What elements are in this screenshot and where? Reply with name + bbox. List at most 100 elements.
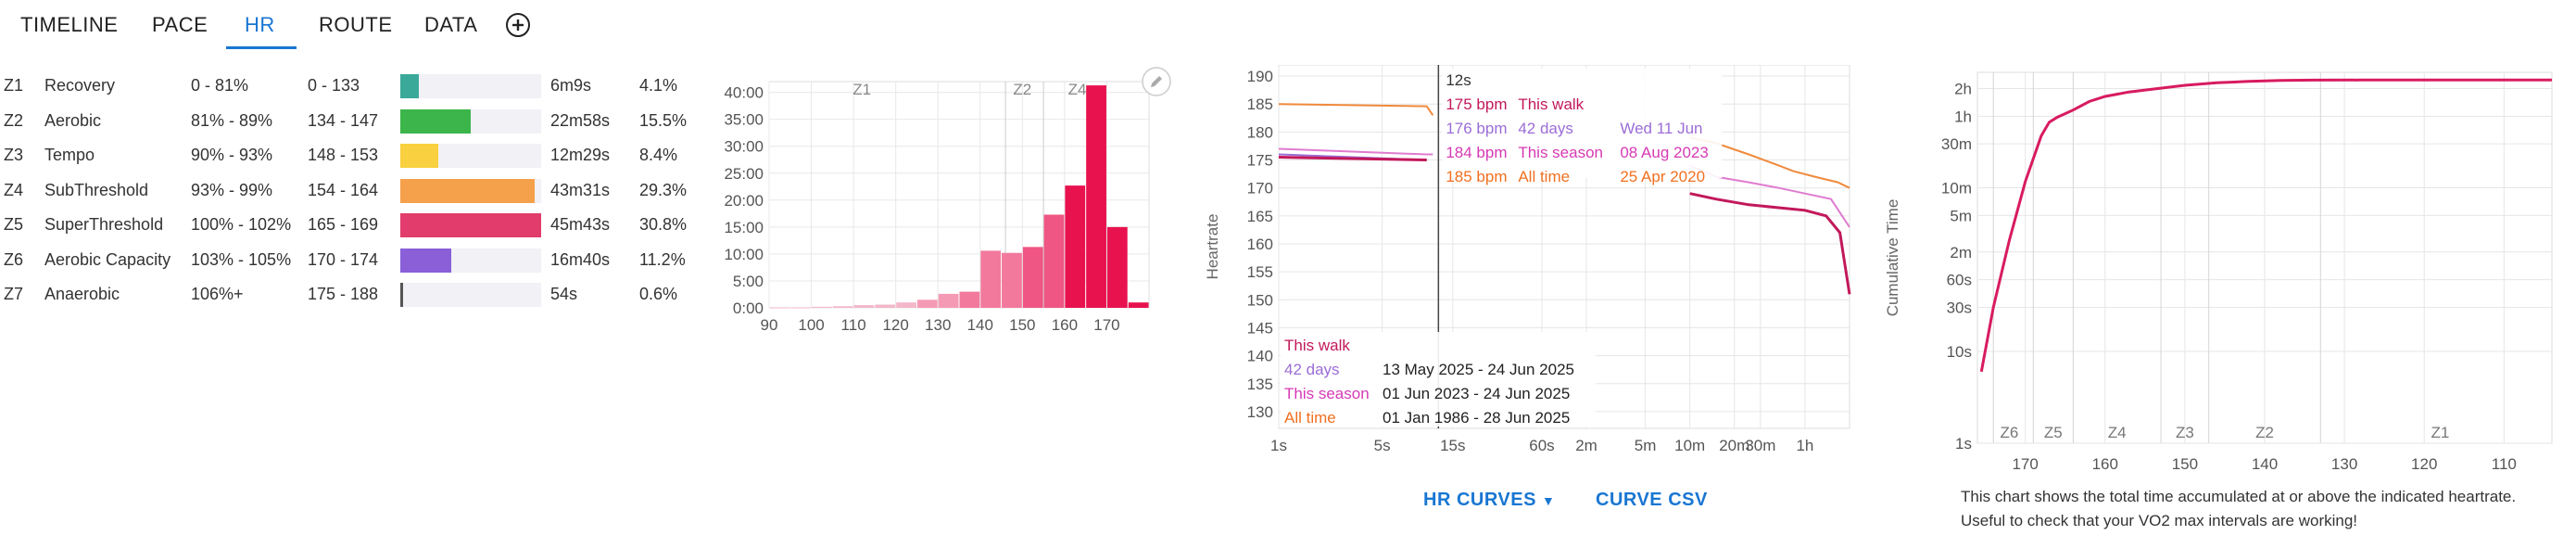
zone-pct: 100% - 102%	[191, 215, 292, 234]
caret-down-icon: ▼	[1542, 493, 1556, 508]
x-tick-label: 140	[967, 316, 993, 334]
zone-pct: 81% - 89%	[191, 110, 273, 130]
zone-bar	[400, 178, 535, 203]
tooltip-label: All time	[1518, 168, 1570, 185]
legend-box	[1281, 332, 1596, 427]
zone-bar	[400, 108, 472, 134]
hr-curves-button[interactable]: HR CURVES ▼	[1423, 490, 1555, 511]
y-axis-label: Cumulative Time	[1884, 199, 1901, 317]
zone-label: Z2	[1013, 81, 1031, 98]
zone-time: 6m9s	[550, 76, 592, 95]
zone-name: Recovery	[44, 76, 116, 95]
legend-range: 13 May 2025 - 24 Jun 2025	[1383, 361, 1574, 378]
zone-label: Z1	[852, 81, 871, 98]
y-tick-label: 130	[1247, 403, 1273, 421]
pencil-icon[interactable]	[1140, 65, 1173, 98]
x-tick-label: 120	[882, 316, 908, 334]
zone-name: Aerobic Capacity	[44, 249, 171, 269]
x-tick-label: 1s	[1270, 437, 1287, 454]
x-tick-label: 110	[841, 316, 866, 334]
y-tick-label: 135	[1247, 376, 1273, 393]
tab-route[interactable]: ROUTE	[319, 13, 393, 36]
y-tick-label: 5m	[1950, 207, 1972, 224]
zone-bpm: 175 - 188	[308, 285, 379, 303]
y-tick-label: 180	[1247, 123, 1273, 141]
zone-row: Z1 Recovery 0 - 81% 0 - 133 6m9s 4.1%	[0, 70, 704, 102]
histogram-bar	[959, 291, 980, 308]
y-tick-label: 2h	[1954, 80, 1972, 97]
zone-time: 45m43s	[550, 215, 611, 234]
y-tick-label: 175	[1247, 152, 1273, 170]
y-tick-label: 145	[1247, 319, 1273, 337]
y-tick-label: 30:00	[724, 138, 764, 156]
histogram-bar	[790, 307, 812, 309]
curve-csv-button[interactable]: CURVE CSV	[1596, 490, 1708, 510]
zone-bar-track	[400, 213, 541, 237]
zone-bar-track	[400, 108, 541, 134]
zone-row: Z4 SubThreshold 93% - 99% 154 - 164 43m31s 29…	[0, 175, 704, 207]
y-tick-label: 25:00	[724, 165, 764, 183]
zone-id: Z3	[4, 146, 24, 164]
cumulative-time-line	[1979, 78, 2552, 373]
hr-curves-chart: 130 135 140 145 150 155 160 165 170 175 180 185 190 1…	[1204, 65, 1851, 454]
zone-id: Z2	[4, 110, 24, 130]
zone-label: Z1	[2431, 424, 2450, 441]
histogram-bar	[980, 250, 1002, 308]
zone-time: 16m40s	[550, 249, 611, 269]
histogram-bar	[1043, 214, 1065, 308]
chart-note-line1: This chart shows the total time accumula…	[1961, 488, 2517, 505]
histogram-bar	[1128, 302, 1149, 308]
tab-data[interactable]: DATA	[424, 13, 478, 36]
zone-bpm: 170 - 174	[308, 249, 379, 269]
y-tick-label: 35:00	[724, 111, 764, 129]
histogram-bar	[938, 293, 959, 308]
zone-pct: 0 - 81%	[191, 76, 249, 95]
histogram-bar	[1086, 85, 1106, 308]
tooltip-label: This walk	[1518, 96, 1584, 113]
y-tick-label: 160	[1247, 236, 1273, 253]
tooltip-box	[1442, 69, 1723, 178]
y-tick-label: 150	[1247, 291, 1273, 309]
zone-id: Z1	[4, 76, 24, 95]
zone-row: Z6 Aerobic Capacity 103% - 105% 170 - 174 16…	[0, 245, 704, 276]
y-tick-label: 20:00	[724, 192, 764, 210]
x-tick-label: 150	[2172, 455, 2198, 473]
tooltip-bpm: 176 bpm	[1446, 120, 1507, 137]
tooltip-bpm: 185 bpm	[1446, 168, 1507, 185]
y-axis-label: Heartrate	[1204, 214, 1221, 280]
zone-row: Z7 Anaerobic 106%+ 175 - 188 54s 0.6%	[0, 279, 704, 311]
zone-bar	[400, 74, 420, 98]
tooltip-date: 25 Apr 2020	[1620, 168, 1705, 185]
series-line-all-time	[1278, 103, 1434, 116]
y-tick-label: 5:00	[733, 273, 764, 290]
active-tab-indicator	[226, 46, 297, 49]
x-tick-label: 5s	[1374, 437, 1391, 454]
y-tick-label: 15:00	[724, 219, 764, 236]
zone-bpm: 134 - 147	[308, 110, 379, 130]
y-tick-label: 170	[1247, 180, 1273, 198]
tab-bar: TIMELINE PACE HR ROUTE DATA	[0, 0, 593, 56]
tab-pace[interactable]: PACE	[152, 13, 208, 36]
histogram-bar	[832, 306, 853, 308]
chart-note-line2: Useful to check that your VO2 max interv…	[1961, 512, 2358, 529]
tooltip-date: 08 Aug 2023	[1620, 144, 1708, 161]
x-tick-label: 10m	[1674, 437, 1705, 454]
y-tick-label: 1s	[1955, 435, 1972, 452]
zone-label: Z4	[1068, 81, 1087, 98]
tab-timeline[interactable]: TIMELINE	[20, 13, 119, 36]
zone-pct: 106%+	[191, 285, 244, 303]
zone-name: SuperThreshold	[44, 215, 164, 234]
zone-pct: 93% - 99%	[191, 180, 273, 199]
x-tick-label: 150	[1009, 316, 1035, 334]
histogram-bar	[1022, 247, 1043, 308]
plus-circle-icon[interactable]	[504, 11, 532, 39]
histogram-bar	[1106, 226, 1128, 308]
tooltip-time: 12s	[1446, 71, 1471, 89]
y-tick-label: 1h	[1954, 108, 1972, 125]
zone-bar	[400, 213, 541, 237]
tab-hr[interactable]: HR	[245, 13, 275, 36]
tooltip-label: This season	[1518, 144, 1603, 161]
zone-name: Anaerobic	[44, 285, 120, 303]
legend-label: All time	[1284, 409, 1336, 427]
x-tick-label: 120	[2411, 455, 2437, 473]
